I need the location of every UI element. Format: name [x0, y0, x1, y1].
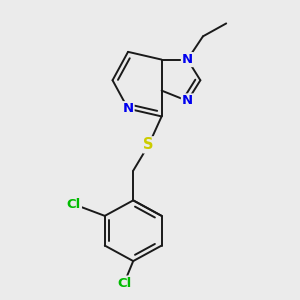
Text: Cl: Cl — [67, 198, 81, 211]
Text: S: S — [143, 137, 154, 152]
Text: N: N — [182, 94, 193, 107]
Text: Cl: Cl — [117, 277, 131, 290]
Text: N: N — [182, 53, 193, 66]
Text: N: N — [122, 102, 134, 115]
